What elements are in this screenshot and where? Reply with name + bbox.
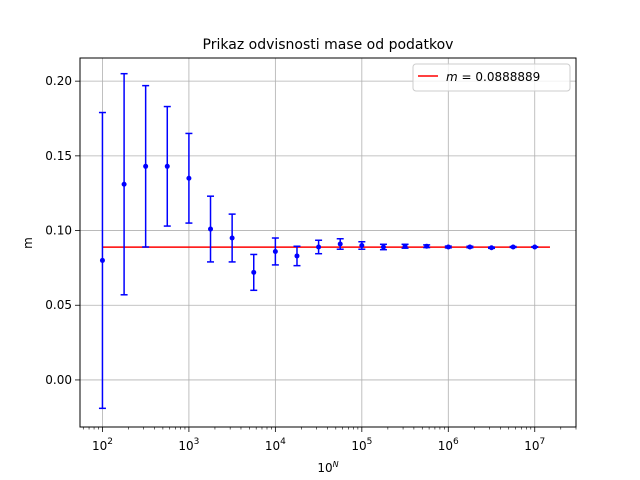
x-tick-label: 105 [351,437,372,453]
x-tick-label: 104 [265,437,286,453]
legend: m = 0.0888889 [412,63,571,92]
data-point [208,226,214,232]
y-tick-label: 0.05 [45,298,72,312]
x-tick-label: 107 [524,437,545,453]
data-point [164,163,170,169]
data-point [445,244,451,250]
x-tick-label: 106 [438,437,459,453]
data-point [380,244,386,250]
data-point [402,243,408,249]
y-tick-label: 0.10 [45,224,72,238]
data-point [532,244,538,250]
data-point [510,244,516,250]
x-tick-label-exponent: 4 [280,437,286,447]
x-tick-label-base: 10 [178,439,193,453]
x-axis-label-exponent: N [333,460,339,469]
data-point [143,163,149,169]
plot-frame [79,57,577,428]
data-point [99,257,105,263]
data-point [229,235,235,241]
x-tick-label-exponent: 7 [540,437,546,447]
x-tick-label-exponent: 3 [194,437,200,447]
x-tick-label-exponent: 5 [367,437,373,447]
y-ticks: 0.00 0.05 0.10 0.15 0.20 [45,74,80,387]
x-ticks: 102 103 104 105 106 107 [82,427,577,453]
y-tick-label: 0.00 [45,373,72,387]
data-point [337,241,343,247]
chart-title: Prikaz odvisnosti mase od podatkov [203,37,454,53]
data-point [186,175,192,181]
x-tick-label-base: 10 [524,439,539,453]
data-point [424,243,430,249]
legend-label-value: = 0.0888889 [458,70,541,84]
x-tick-label-base: 10 [92,439,107,453]
x-tick-label-base: 10 [438,439,453,453]
legend-label-var: m [446,70,458,84]
x-tick-label: 103 [178,437,199,453]
data-point [359,242,365,248]
y-tick-label: 0.15 [45,149,72,163]
legend-box [412,63,571,92]
y-axis-label: m [21,237,35,249]
y-tick-label: 0.20 [45,74,72,88]
x-tick-label-exponent: 6 [453,437,459,447]
x-tick-label-base: 10 [351,439,366,453]
data-points [99,163,538,275]
data-point [272,248,278,254]
data-point [467,244,473,250]
x-tick-label-exponent: 2 [107,437,113,447]
data-point [121,181,127,187]
legend-label: m = 0.0888889 [446,70,540,84]
x-axis-label-base: 10 [317,461,332,475]
data-point [316,244,322,250]
data-point [489,245,495,251]
x-tick-label-base: 10 [265,439,280,453]
x-tick-label: 102 [92,437,113,453]
data-point [251,269,257,275]
data-point [294,253,300,259]
x-axis-label: 10N [317,460,338,475]
